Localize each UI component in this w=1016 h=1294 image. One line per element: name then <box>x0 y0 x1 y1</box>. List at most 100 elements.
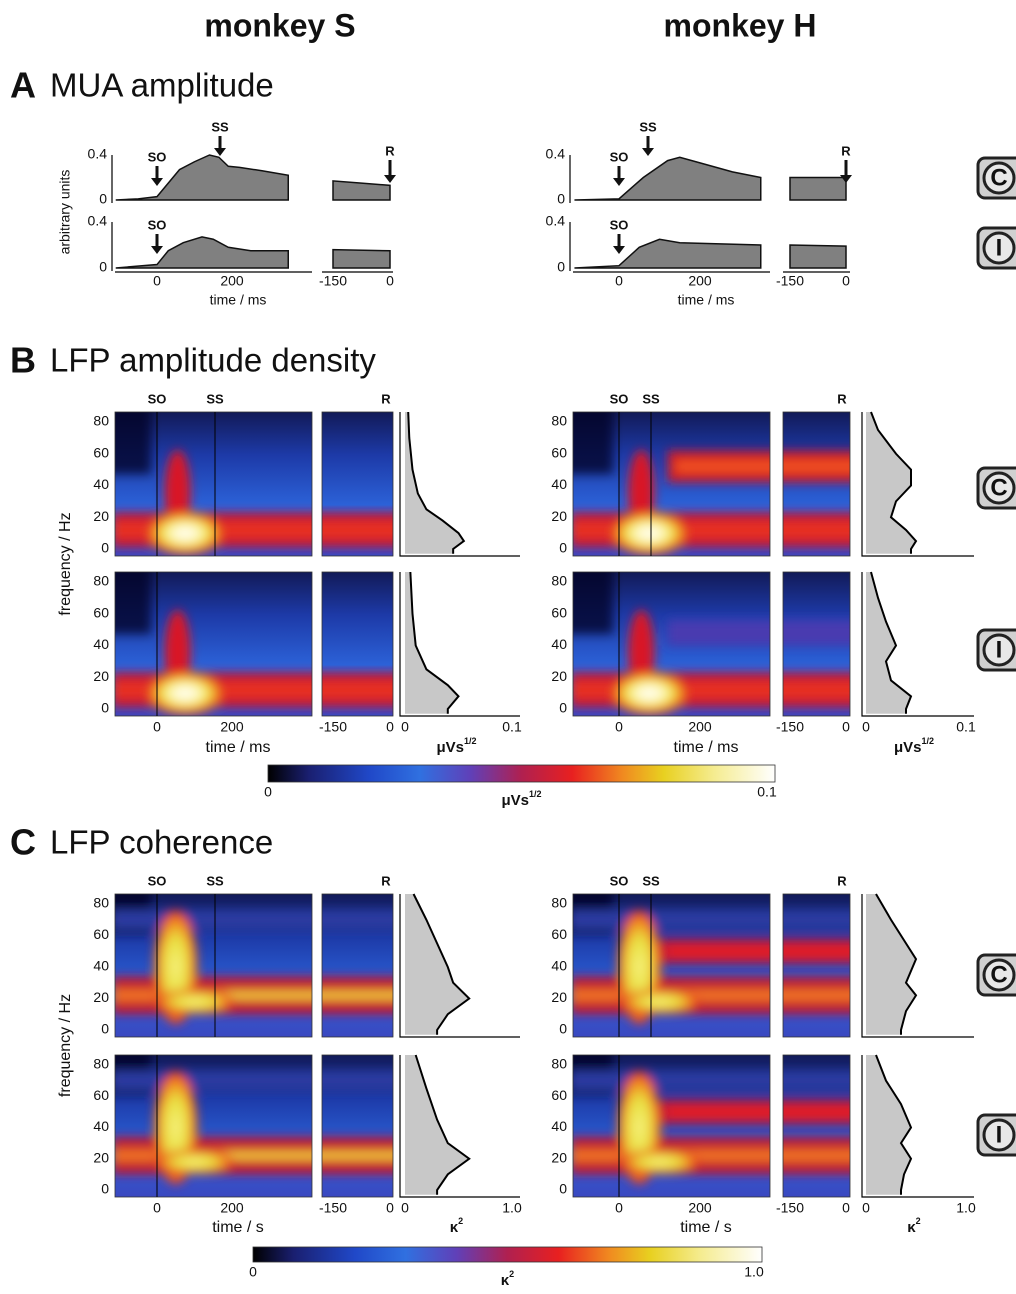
y-tick-label: 40 <box>551 476 567 492</box>
y-tick-label: 40 <box>93 636 109 652</box>
heatmap <box>573 412 770 556</box>
heatmap-features <box>783 910 850 1015</box>
x-tick-label: 200 <box>220 273 244 289</box>
spectrum-line <box>875 893 918 1035</box>
heatmap-features <box>783 1071 850 1175</box>
x-tick-label: 200 <box>688 719 712 735</box>
x-tick-label: 1.0 <box>956 1200 976 1216</box>
unit-label: κ2 <box>907 1216 920 1236</box>
colorbar-label: 0 <box>264 784 272 800</box>
x-axis-label: time / ms <box>674 739 739 756</box>
heatmap-features <box>783 450 850 548</box>
heatmap-dark <box>115 572 151 634</box>
condition-letter: C <box>990 164 1007 191</box>
heatmap-dark <box>115 412 151 474</box>
heatmap-band <box>573 910 770 930</box>
heatmap-band <box>783 1071 850 1090</box>
spectrum-line <box>414 1054 471 1195</box>
event-label: R <box>381 391 391 406</box>
x-tick-label: 0 <box>386 1200 394 1216</box>
x-tick-label: 200 <box>220 1200 244 1216</box>
heatmap-band <box>783 682 850 698</box>
x-tick-label: 0 <box>842 719 850 735</box>
heatmap <box>322 572 393 716</box>
y-tick-label: 0 <box>99 191 107 207</box>
event-label: R <box>837 873 847 888</box>
x-axis-label: time / ms <box>206 739 271 756</box>
mua-area <box>332 248 391 269</box>
heatmap-features <box>573 572 770 716</box>
heatmap-features <box>322 910 393 1015</box>
y-tick-label: 60 <box>93 604 109 620</box>
frame <box>114 571 313 717</box>
y-tick-label: 80 <box>93 895 109 911</box>
y-tick-label: 80 <box>551 895 567 911</box>
frame <box>782 893 851 1038</box>
spectrum-line <box>875 1054 913 1195</box>
spectrum-area <box>866 894 916 1035</box>
heatmap-blob <box>609 671 690 716</box>
condition-letter: C <box>990 961 1007 988</box>
y-tick-label: 40 <box>93 958 109 974</box>
column-title: monkey S <box>204 7 355 43</box>
mua-area <box>789 244 847 269</box>
heatmap-band <box>783 1149 850 1162</box>
condition-letter: I <box>996 234 1003 261</box>
heatmap-band <box>179 992 312 999</box>
heatmap-blob <box>154 1149 235 1174</box>
unit-sup: 1/2 <box>464 736 477 746</box>
colorbar-label: 0 <box>249 1264 257 1280</box>
heatmap-features <box>573 412 770 556</box>
heatmap-band <box>115 1071 312 1090</box>
x-tick-label: 0 <box>842 273 850 289</box>
spectrum-axis <box>399 572 520 717</box>
unit-sup: 1/2 <box>529 789 542 799</box>
y-tick-label: 20 <box>93 668 109 684</box>
heatmap-features <box>115 572 312 716</box>
spectrum-axis <box>399 894 520 1038</box>
y-tick-label: 0.4 <box>546 146 566 162</box>
x-axis-label: time / s <box>212 1219 264 1236</box>
unit-sup: 1/2 <box>922 736 935 746</box>
condition-circle <box>982 633 1016 667</box>
unit-label: κ2 <box>450 1216 463 1236</box>
y-tick-label: 40 <box>551 1118 567 1134</box>
frame <box>321 893 394 1038</box>
event-label: R <box>841 143 851 158</box>
condition-circle <box>982 231 1016 265</box>
heatmap-dark <box>573 572 613 634</box>
mua-area <box>574 238 762 269</box>
y-tick-label: 0 <box>101 1021 109 1037</box>
spectrum-axis <box>861 412 974 557</box>
y-tick-label: 60 <box>551 1087 567 1103</box>
event-arrowhead <box>214 148 226 156</box>
frame <box>114 1054 313 1198</box>
x-tick-label: 0 <box>386 719 394 735</box>
section-title: LFP coherence <box>50 824 273 861</box>
y-tick-label: 0 <box>559 700 567 716</box>
event-label: SS <box>642 873 660 888</box>
x-tick-label: -150 <box>319 719 347 735</box>
event-label: SO <box>148 217 167 232</box>
y-tick-label: 20 <box>551 668 567 684</box>
y-tick-label: 0.4 <box>88 213 108 229</box>
y-tick-label: 20 <box>551 1149 567 1165</box>
colorbar <box>252 1246 763 1263</box>
y-tick-label: 80 <box>551 413 567 429</box>
event-arrowhead <box>840 175 852 183</box>
section-title: LFP amplitude density <box>50 342 376 379</box>
heatmap-features <box>322 512 393 548</box>
heatmap <box>322 894 393 1037</box>
x-tick-label: 0 <box>153 273 161 289</box>
event-arrowhead <box>642 148 654 156</box>
x-tick-label: 0 <box>862 719 870 735</box>
spectrum-area <box>866 572 911 714</box>
condition-letter: I <box>996 636 1003 663</box>
event-label: R <box>837 391 847 406</box>
heatmap-band <box>322 1071 393 1090</box>
unit-base: κ <box>501 1272 510 1289</box>
x-tick-label: 0 <box>862 1200 870 1216</box>
event-label: SO <box>610 149 629 164</box>
event-arrowhead <box>613 246 625 254</box>
